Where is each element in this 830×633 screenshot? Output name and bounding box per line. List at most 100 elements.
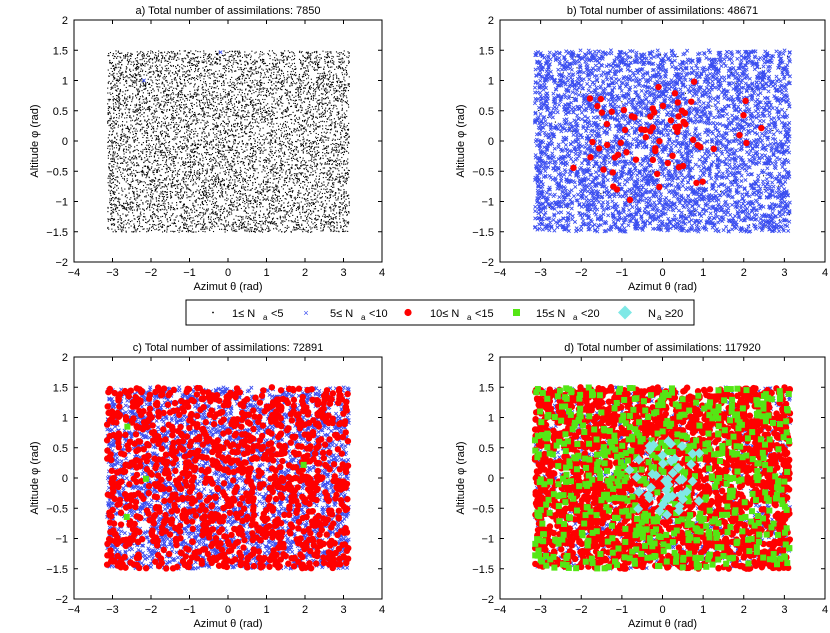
data-point — [262, 169, 264, 171]
data-point — [204, 213, 206, 215]
data-point — [241, 110, 243, 112]
data-point — [274, 159, 276, 161]
data-point — [192, 119, 194, 121]
data-point — [225, 188, 227, 190]
data-point — [115, 50, 117, 52]
data-point — [270, 135, 272, 137]
data-point — [248, 123, 250, 125]
data-point — [231, 76, 233, 78]
data-point — [116, 132, 118, 134]
data-point — [224, 138, 226, 140]
data-point — [344, 84, 346, 86]
data-point — [153, 169, 155, 171]
data-point — [201, 185, 203, 187]
data-point — [204, 124, 206, 126]
data-point — [225, 219, 227, 222]
data-point — [329, 223, 332, 225]
data-point — [134, 175, 136, 177]
data-point — [277, 198, 279, 200]
data-point — [233, 200, 236, 202]
data-point — [165, 59, 167, 61]
data-point — [207, 56, 209, 58]
data-point — [110, 115, 112, 117]
data-point — [314, 62, 317, 64]
data-point — [305, 142, 307, 144]
data-point — [141, 181, 143, 183]
data-point — [153, 72, 155, 74]
data-point — [114, 179, 116, 181]
data-point — [198, 113, 200, 115]
data-point — [224, 96, 227, 98]
data-point — [284, 215, 286, 217]
data-point — [186, 154, 188, 157]
data-point — [185, 186, 188, 188]
data-point — [271, 165, 273, 167]
data-point — [221, 154, 223, 156]
data-point — [323, 98, 325, 100]
data-point — [277, 143, 279, 145]
data-point — [164, 115, 166, 117]
data-point — [128, 146, 130, 148]
data-point — [133, 215, 135, 217]
data-point — [230, 177, 232, 179]
data-point — [275, 140, 277, 142]
data-point — [230, 85, 232, 87]
data-point — [222, 107, 224, 109]
data-point — [233, 204, 235, 206]
data-point — [216, 145, 218, 147]
data-point — [203, 56, 205, 58]
data-point — [166, 60, 168, 62]
data-point — [230, 124, 233, 126]
data-point — [113, 192, 115, 194]
data-point — [109, 125, 112, 127]
data-point — [183, 162, 185, 164]
data-point — [285, 135, 287, 138]
data-point — [142, 84, 145, 86]
data-point — [314, 158, 316, 160]
data-point — [177, 95, 179, 97]
data-point — [193, 77, 195, 79]
data-point — [162, 186, 164, 188]
data-point — [121, 162, 124, 164]
data-point — [125, 71, 127, 73]
data-point — [328, 137, 330, 139]
data-point — [294, 168, 296, 170]
data-point — [340, 98, 342, 101]
data-point — [161, 193, 163, 195]
data-point — [276, 82, 278, 84]
data-point — [201, 191, 203, 193]
data-point — [223, 159, 225, 161]
data-point — [297, 181, 299, 183]
data-point — [121, 133, 123, 135]
data-point — [314, 221, 316, 224]
data-point — [320, 137, 322, 139]
data-point — [157, 224, 159, 226]
data-point — [213, 167, 215, 169]
data-point — [216, 133, 218, 135]
data-point — [281, 105, 283, 107]
data-point — [195, 60, 197, 62]
data-point — [271, 80, 273, 82]
data-point — [141, 172, 143, 174]
data-point — [173, 87, 175, 89]
data-point — [173, 126, 175, 129]
data-point — [321, 196, 323, 198]
data-point — [119, 139, 121, 141]
data-point — [114, 193, 116, 195]
data-point — [119, 56, 121, 58]
data-point — [179, 81, 181, 83]
data-point — [157, 168, 159, 170]
data-point — [286, 106, 289, 108]
data-point — [321, 125, 324, 127]
data-point — [161, 83, 163, 85]
data-point — [260, 152, 262, 154]
data-point — [343, 78, 345, 80]
data-point — [130, 124, 132, 126]
data-point — [307, 214, 309, 216]
data-point — [208, 77, 210, 79]
data-point — [316, 59, 318, 61]
data-point — [193, 163, 195, 165]
data-point — [163, 196, 165, 198]
data-point — [205, 152, 207, 154]
data-point — [209, 187, 211, 189]
